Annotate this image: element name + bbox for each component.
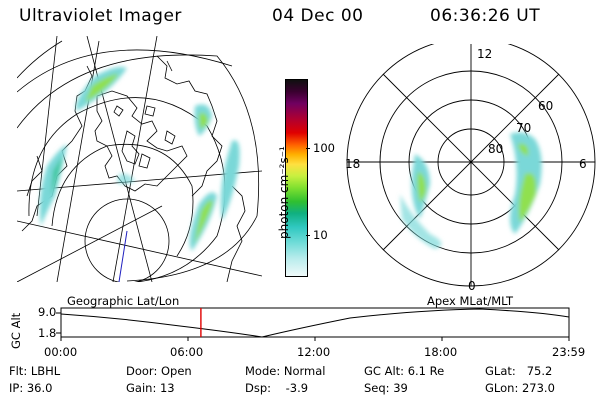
timeline-xtick-0600: 06:00 xyxy=(170,345,204,359)
orbit-altitude-curve xyxy=(60,308,570,338)
timeline-left-label: Geographic Lat/Lon xyxy=(67,294,180,308)
colorbar-tick-100: 100 xyxy=(313,141,335,155)
timeline-frame xyxy=(60,307,570,338)
status-mode: Mode: Normal xyxy=(245,364,326,378)
mlt-label-18: 18 xyxy=(345,157,360,171)
status-glat: GLat: 75.2 xyxy=(485,364,553,378)
lat-label-80: 80 xyxy=(488,142,503,156)
polar-mlt-plot: 12 18 6 0 60 70 80 xyxy=(345,44,596,293)
geographic-map-panel xyxy=(17,36,262,282)
mlt-label-0: 0 xyxy=(468,279,476,293)
observation-time: 06:36:26 UT xyxy=(430,6,541,26)
observation-date: 04 Dec 00 xyxy=(272,6,364,26)
status-gain: Gain: 13 xyxy=(126,381,175,395)
status-door: Door: Open xyxy=(126,364,192,378)
timeline-right-label: Apex MLat/MLT xyxy=(427,294,514,308)
timeline-xtick-0000: 00:00 xyxy=(44,345,78,359)
timeline-plot xyxy=(56,307,570,341)
lat-label-60: 60 xyxy=(538,99,553,113)
instrument-title: Ultraviolet Imager xyxy=(19,6,182,26)
status-filter: Flt: LBHL xyxy=(9,364,61,378)
status-dsp: Dsp: -3.9 xyxy=(245,381,309,395)
timeline-xtick-1800: 18:00 xyxy=(424,345,458,359)
colorbar-tick-10: 10 xyxy=(313,228,328,242)
status-ip: IP: 36.0 xyxy=(9,381,53,395)
colorbar-label: photon cm⁻²s⁻¹ xyxy=(277,146,291,239)
timeline-xtick-2359: 23:59 xyxy=(552,345,586,359)
colorbar-tick-mark xyxy=(306,148,310,149)
lat-label-70: 70 xyxy=(516,121,531,135)
aurora-emission-geographic xyxy=(39,67,240,251)
meridian-line xyxy=(36,36,58,217)
mlt-label-12: 12 xyxy=(477,47,492,61)
mlt-label-6: 6 xyxy=(579,157,587,171)
status-gc-alt: GC Alt: 6.1 Re xyxy=(364,364,445,378)
status-glon: GLon: 273.0 xyxy=(485,381,555,395)
colorbar-tick-mark xyxy=(306,235,310,236)
timeline-ytick-low: 1.8 xyxy=(38,326,57,340)
aurora-emission-polar xyxy=(400,132,542,249)
status-seq: Seq: 39 xyxy=(364,381,408,395)
timeline-xtick-1200: 12:00 xyxy=(297,345,331,359)
timeline-ytick-high: 9.0 xyxy=(38,305,57,319)
colorbar xyxy=(285,79,308,277)
ground-track-line xyxy=(118,230,128,282)
